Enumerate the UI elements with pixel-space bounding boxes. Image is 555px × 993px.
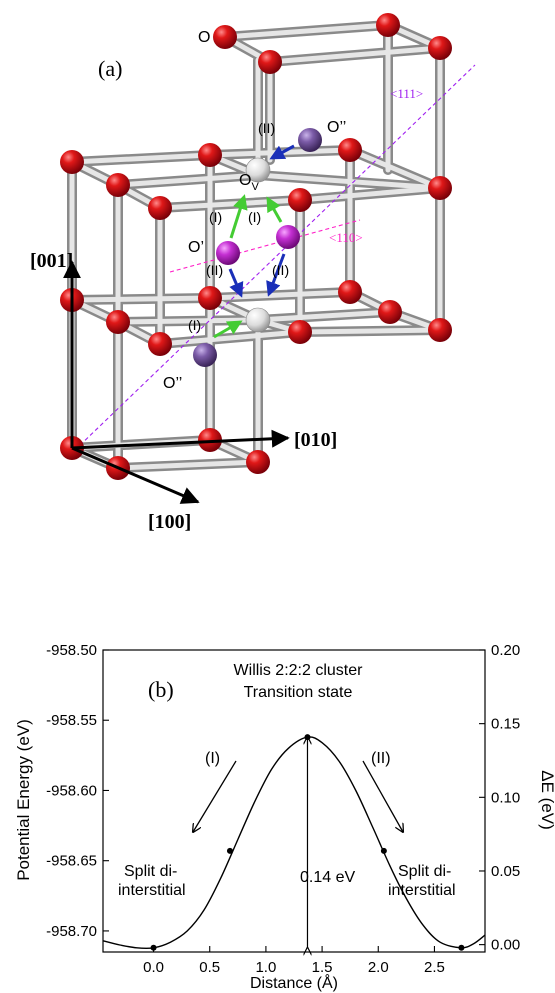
label-step-I-bottom: (I)	[188, 317, 201, 333]
vacancy-site-lower	[245, 307, 271, 333]
axis-100-arrow	[71, 446, 200, 504]
label-o-double-top: O’’	[327, 119, 346, 136]
oxygen-atom	[378, 300, 402, 324]
oxygen-atom	[106, 173, 130, 197]
interstitial-o-prime-left	[216, 241, 240, 265]
lattice-bonds	[67, 20, 445, 473]
label-axis-100: [100]	[148, 511, 191, 533]
crystal-structure-panel: (a) O O’’ O’’ O’ OV <111> <110> (II) (I)…	[30, 13, 476, 533]
x-tick-label: 1.0	[255, 959, 276, 976]
y-tick-label: -958.55	[46, 712, 97, 729]
label-direction-110: <110>	[329, 230, 363, 245]
x-axis-label: Distance (Å)	[250, 973, 338, 992]
curve-marker	[150, 944, 157, 951]
direction-111-line	[74, 64, 476, 451]
jump-arrow-I-right	[266, 196, 283, 223]
path-II-label: (II)	[371, 750, 391, 767]
energy-profile-chart: 0.0 0.5 1.0 1.5 2.0 2.5 -958.70 -958.65 -958.60…	[14, 642, 555, 992]
x-tick-label: 2.5	[424, 959, 445, 976]
label-step-I-left: (I)	[209, 209, 222, 225]
x-tick-label: 2.0	[368, 959, 389, 976]
oxygen-atom	[213, 25, 237, 49]
label-step-I-right: (I)	[248, 209, 261, 225]
right-state-label: Split di- interstitial	[388, 863, 456, 899]
oxygen-atom	[338, 138, 362, 162]
y2-tick-label: 0.20	[491, 642, 520, 659]
energy-curve	[102, 736, 486, 950]
curve-markers	[150, 734, 465, 951]
curve-marker	[458, 944, 465, 951]
label-step-II-right: (II)	[272, 262, 289, 278]
y2-tick-label: 0.05	[491, 863, 520, 880]
jump-arrow-I-left	[229, 194, 248, 239]
x-axis: 0.0 0.5 1.0 1.5 2.0 2.5	[143, 946, 445, 976]
y-axis-label: Potential Energy (eV)	[14, 719, 33, 881]
vacancy-site-upper	[245, 157, 271, 183]
chart-title: Willis 2:2:2 cluster	[234, 662, 364, 679]
oxygen-atom	[148, 332, 172, 356]
plot-frame	[102, 649, 486, 953]
label-atom-o: O	[198, 29, 210, 46]
oxygen-atom	[198, 286, 222, 310]
jump-arrow-II-top	[269, 144, 295, 160]
oxygen-atom	[428, 36, 452, 60]
oxygen-atom	[288, 188, 312, 212]
label-o-double-bottom: O’’	[163, 375, 182, 392]
oxygen-atom	[148, 196, 172, 220]
direction-110-line	[169, 219, 361, 273]
curve-marker	[226, 847, 233, 854]
label-step-II-top: (II)	[258, 120, 275, 136]
oxygen-atom	[288, 320, 312, 344]
interstitial-o-double-top	[298, 128, 322, 152]
barrier-label: 0.14 eV	[300, 869, 355, 886]
oxygen-atom	[338, 280, 362, 304]
curve-marker	[380, 847, 387, 854]
axis-010-arrow	[71, 429, 290, 450]
x-tick-label: 1.5	[312, 959, 333, 976]
label-direction-111: <111>	[390, 86, 423, 101]
x-tick-label: 0.5	[199, 959, 220, 976]
path-I-label: (I)	[205, 750, 220, 767]
jump-arrow-I-bottom	[213, 320, 243, 339]
oxygen-atom	[246, 450, 270, 474]
y-tick-label: -958.60	[46, 782, 97, 799]
panel-b-label: (b)	[148, 677, 174, 702]
interstitial-o-prime-right	[276, 225, 300, 249]
path-I-arrow	[193, 760, 237, 832]
oxygen-atom	[60, 150, 84, 174]
interstitial-o-double-bottom	[193, 343, 217, 367]
label-o-prime: O’	[188, 239, 204, 256]
y-tick-label: -958.65	[46, 853, 97, 870]
label-step-II-left: (II)	[206, 262, 223, 278]
y-axis-right: 0.00 0.05 0.10 0.15 0.20	[479, 642, 520, 954]
label-axis-010: [010]	[294, 429, 337, 451]
oxygen-atom	[376, 13, 400, 37]
y-axis-right-label: ΔE (eV)	[538, 770, 555, 830]
label-axis-001: [001]	[30, 250, 73, 272]
oxygen-atom	[428, 176, 452, 200]
path-II-arrow	[362, 760, 403, 832]
chart-subtitle: Transition state	[244, 684, 353, 701]
x-tick-label: 0.0	[143, 959, 164, 976]
y2-tick-label: 0.00	[491, 937, 520, 954]
oxygen-atom	[428, 318, 452, 342]
y-tick-label: -958.50	[46, 642, 97, 659]
y-tick-label: -958.70	[46, 923, 97, 940]
left-state-label: Split di- interstitial	[118, 863, 186, 899]
panel-a-label: (a)	[98, 56, 122, 81]
oxygen-atoms	[60, 13, 452, 480]
y2-tick-label: 0.10	[491, 789, 520, 806]
y2-tick-label: 0.15	[491, 716, 520, 733]
oxygen-atom	[258, 50, 282, 74]
y-axis-left: -958.70 -958.65 -958.60 -958.55 -958.50	[46, 642, 109, 940]
oxygen-atom	[198, 143, 222, 167]
jump-arrow-II-left	[228, 268, 244, 298]
jump-arrow-II-right	[266, 253, 286, 297]
label-vacancy: OV	[239, 172, 259, 193]
oxygen-atom	[106, 310, 130, 334]
oxygen-atom	[198, 428, 222, 452]
